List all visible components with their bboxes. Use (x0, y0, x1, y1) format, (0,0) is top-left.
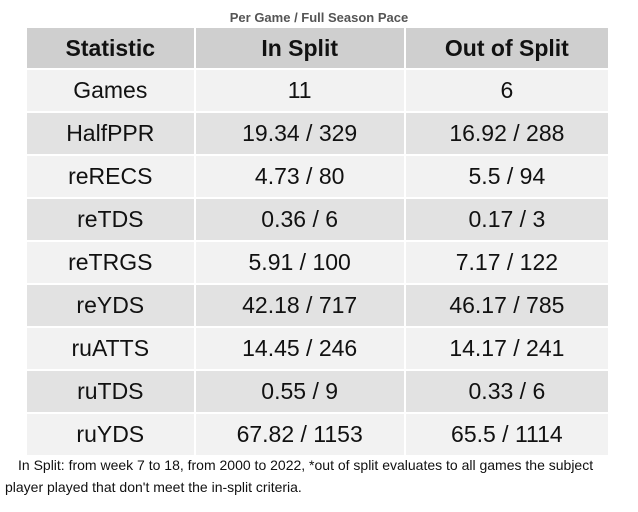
table-cell: 6 (405, 70, 608, 111)
table-cell: reRECS (27, 156, 194, 197)
table-cell: HalfPPR (27, 113, 194, 154)
table-row: Games 11 6 (27, 70, 608, 111)
table-cell: 14.45 / 246 (195, 328, 404, 369)
table-row: reRECS 4.73 / 80 5.5 / 94 (27, 156, 608, 197)
table-row: ruYDS 67.82 / 1153 65.5 / 1114 (27, 414, 608, 455)
table-cell: 67.82 / 1153 (195, 414, 404, 455)
table-cell: 0.33 / 6 (405, 371, 608, 412)
table-cell: 46.17 / 785 (405, 285, 608, 326)
footnote: In Split: from week 7 to 18, from 2000 t… (5, 457, 594, 495)
header-cell: Out of Split (405, 28, 608, 68)
table-row: ruTDS 0.55 / 9 0.33 / 6 (27, 371, 608, 412)
table-cell: 65.5 / 1114 (405, 414, 608, 455)
header-cell: Statistic (27, 28, 194, 68)
table-cell: 19.34 / 329 (195, 113, 404, 154)
table-cell: ruTDS (27, 371, 194, 412)
stats-table: Statistic In Split Out of Split Games 11 6 Ha… (25, 26, 610, 457)
table-row: reTDS 0.36 / 6 0.17 / 3 (27, 199, 608, 240)
table-cell: 4.73 / 80 (195, 156, 404, 197)
table-cell: 0.55 / 9 (195, 371, 404, 412)
table-cell: 14.17 / 241 (405, 328, 608, 369)
header-row: Statistic In Split Out of Split (27, 28, 608, 68)
table-row: reTRGS 5.91 / 100 7.17 / 122 (27, 242, 608, 283)
table-cell: reTRGS (27, 242, 194, 283)
table-row: reYDS 42.18 / 717 46.17 / 785 (27, 285, 608, 326)
table-row: ruATTS 14.45 / 246 14.17 / 241 (27, 328, 608, 369)
subtitle: Per Game / Full Season Pace (229, 10, 409, 25)
table-cell: Games (27, 70, 194, 111)
table-cell: reTDS (27, 199, 194, 240)
table-cell: 42.18 / 717 (195, 285, 404, 326)
table-cell: reYDS (27, 285, 194, 326)
table-cell: 0.17 / 3 (405, 199, 608, 240)
table-cell: 5.91 / 100 (195, 242, 404, 283)
table-row: HalfPPR 19.34 / 329 16.92 / 288 (27, 113, 608, 154)
table-cell: ruATTS (27, 328, 194, 369)
table-cell: ruYDS (27, 414, 194, 455)
table-cell: 16.92 / 288 (405, 113, 608, 154)
table-cell: 5.5 / 94 (405, 156, 608, 197)
table-cell: 7.17 / 122 (405, 242, 608, 283)
header-cell: In Split (195, 28, 404, 68)
table-cell: 11 (195, 70, 404, 111)
table-cell: 0.36 / 6 (195, 199, 404, 240)
